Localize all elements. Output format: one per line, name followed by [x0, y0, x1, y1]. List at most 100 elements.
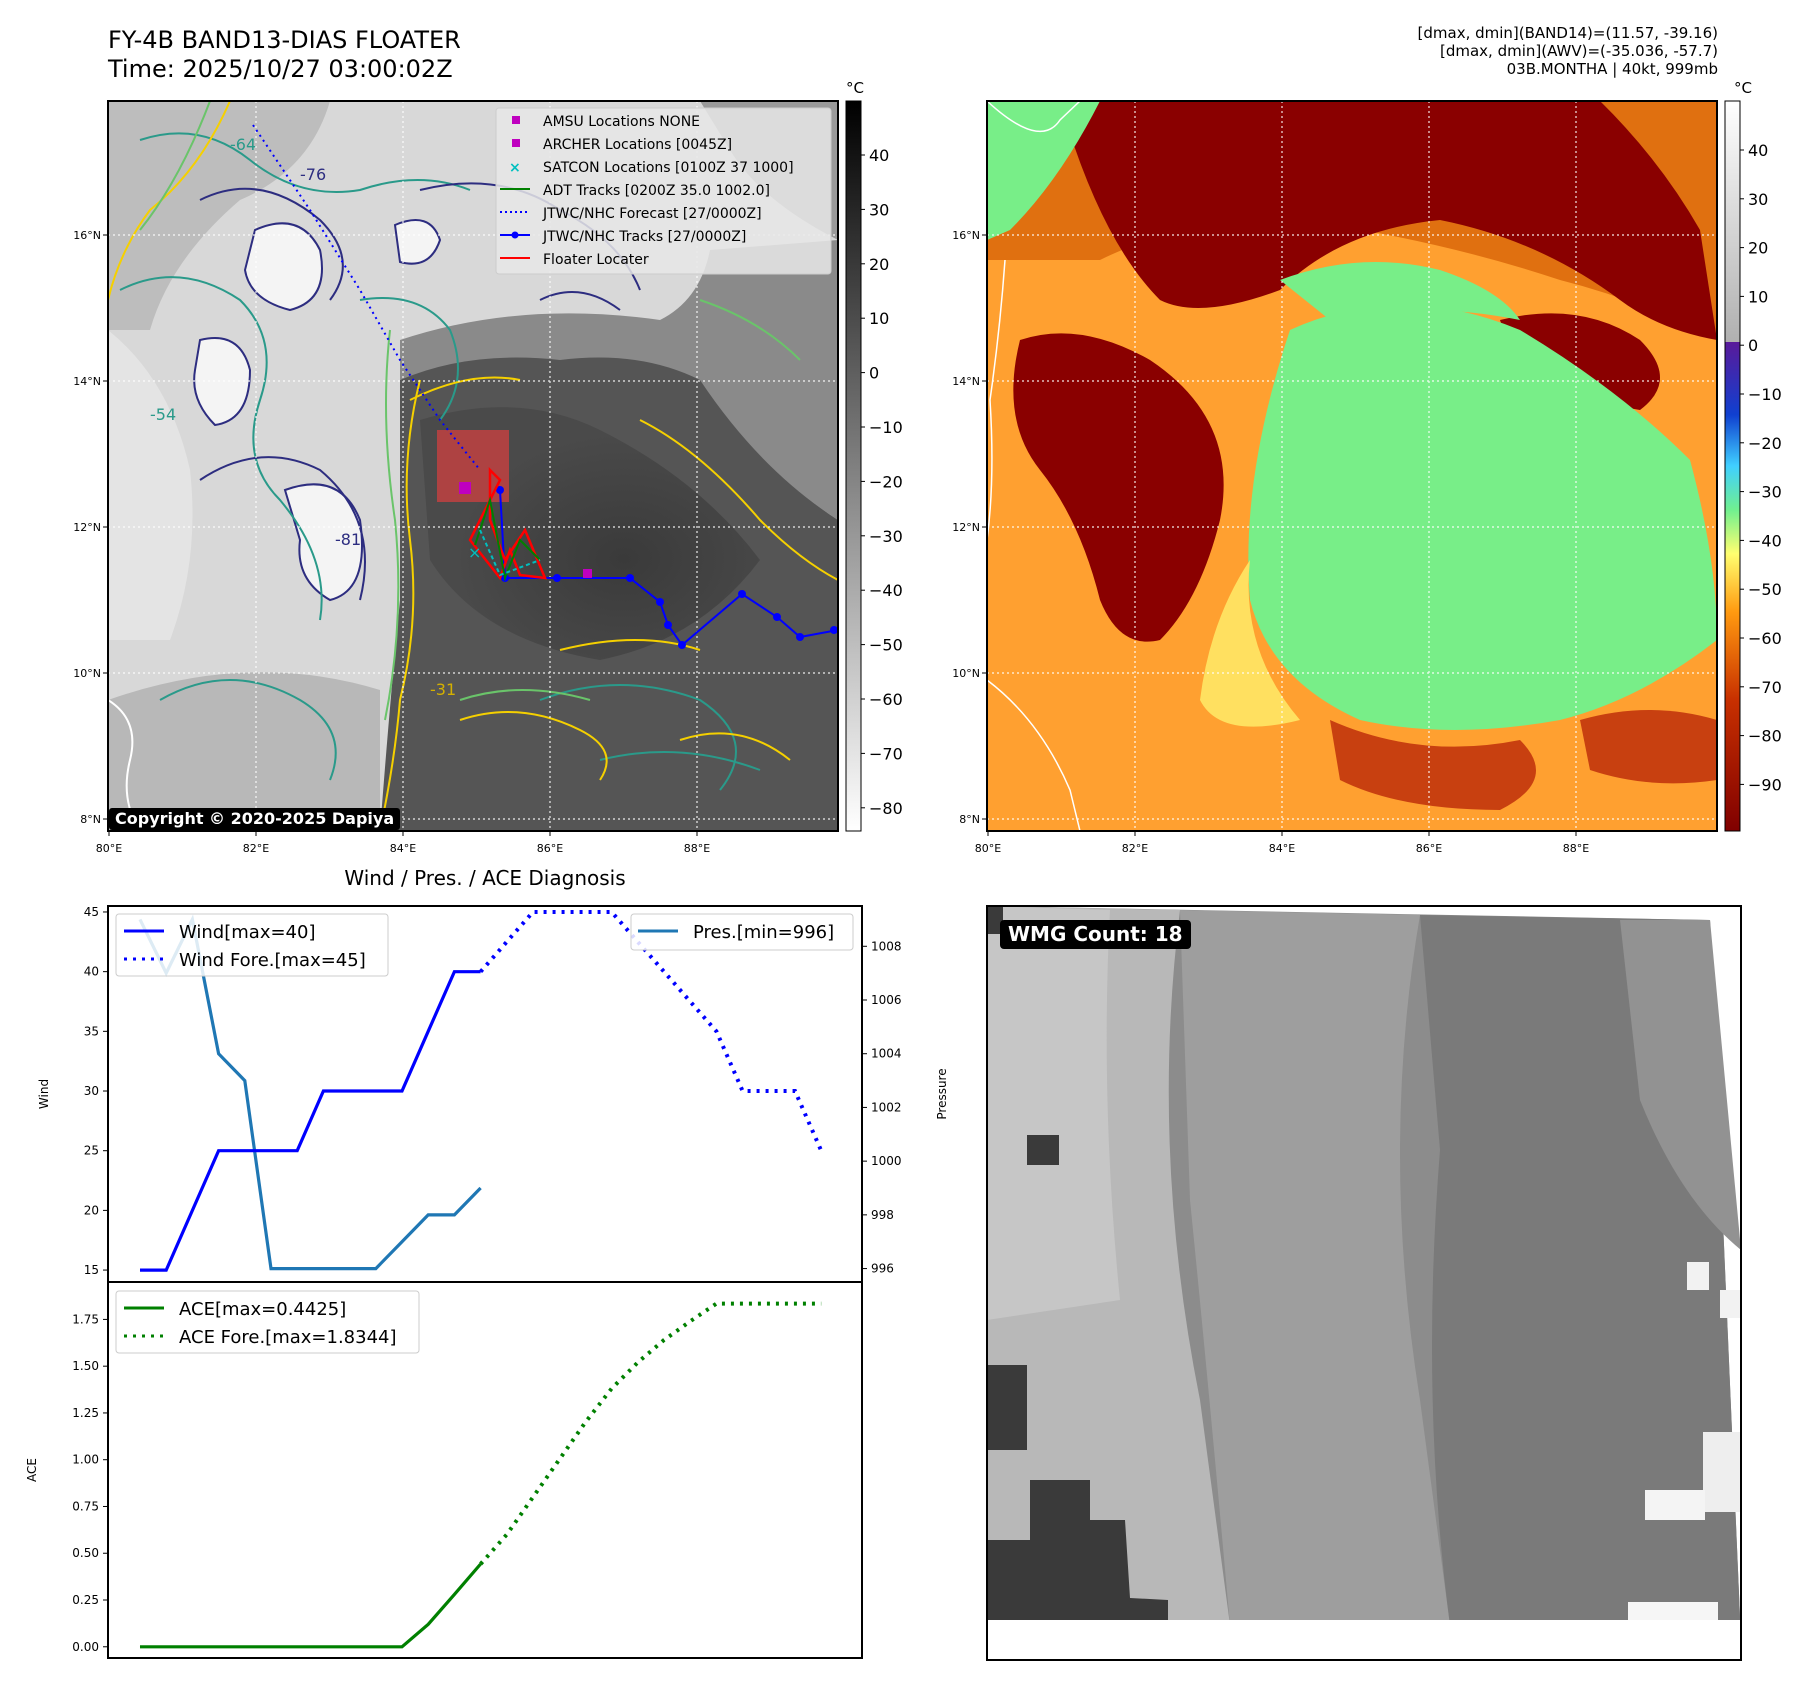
- wv-lon-label: 80°E: [975, 842, 1001, 855]
- ir-lon-label: 84°E: [390, 842, 416, 855]
- contour-label-e: -31: [430, 680, 456, 699]
- ir-lat-label: 14°N: [73, 375, 101, 388]
- pressure-y-label: 1006: [871, 993, 902, 1007]
- legend-adt: ADT Tracks [0200Z 35.0 1002.0]: [543, 183, 770, 199]
- ir-cbar-label: 0: [869, 364, 879, 383]
- wv-lat-label: 14°N: [952, 375, 980, 388]
- wv-lat-label: 10°N: [952, 667, 980, 680]
- pressure-y-label: 1002: [871, 1100, 902, 1114]
- wind-y-label: 45: [84, 905, 99, 919]
- storm-info: [dmax, dmin](BAND14)=(11.57, -39.16) [dma…: [1418, 24, 1718, 78]
- ace-y-ticks: 1.75 1.50 1.25 1.00 0.75 0.50 0.25 0.00: [72, 1312, 108, 1654]
- wv-cbar-label: −30: [1748, 483, 1782, 502]
- wv-cbar-label: −10: [1748, 385, 1782, 404]
- pressure-y-label: 1000: [871, 1154, 902, 1168]
- contour-label-b: -76: [300, 165, 326, 184]
- wind-y-label: 20: [84, 1203, 99, 1217]
- contour-label-c: -54: [150, 405, 176, 424]
- ace-y-label: 1.00: [72, 1453, 99, 1467]
- ir-lon-labels: 80°E 82°E 84°E 86°E 88°E: [96, 831, 710, 855]
- wmg-count-badge: WMG Count: 18: [1000, 920, 1191, 949]
- ir-cbar-label: −50: [869, 636, 903, 655]
- ir-cbar-label: 20: [869, 255, 889, 274]
- pressure-y-label: 1008: [871, 939, 902, 953]
- wv-cbar-label: 0: [1748, 336, 1758, 355]
- wv-cbar-label: 10: [1748, 287, 1768, 306]
- figure-title: FY-4B BAND13-DIAS FLOATER Time: 2025/10/2…: [108, 26, 461, 84]
- ace-forecast-line: [479, 1301, 822, 1566]
- wv-lon-labels: 80°E 82°E 84°E 86°E 88°E: [975, 831, 1589, 855]
- wv-cbar-label: −40: [1748, 531, 1782, 550]
- ir-cbar-label: −80: [869, 799, 903, 818]
- ir-cbar-label: −10: [869, 418, 903, 437]
- ir-cbar-label: 10: [869, 309, 889, 328]
- ir-lon-label: 80°E: [96, 842, 122, 855]
- ace-panel-frame: [107, 1281, 863, 1659]
- diagnosis-title: Wind / Pres. / ACE Diagnosis: [344, 866, 625, 890]
- legend-pressure: Pres.[min=996]: [693, 922, 834, 943]
- ir-lat-labels: 16°N 14°N 12°N 10°N 8°N: [73, 229, 108, 826]
- wind-y-ticks: 45 40 35 30 25 20 15: [84, 905, 108, 1277]
- wv-cbar-label: 40: [1748, 141, 1768, 160]
- wv-cbar-label: −70: [1748, 678, 1782, 697]
- pressure-y-label: 998: [871, 1208, 894, 1222]
- copyright-badge: Copyright © 2020-2025 Dapiya: [109, 808, 401, 830]
- pressure-y-label: 1004: [871, 1047, 902, 1061]
- ace-y-label: ACE: [25, 1458, 39, 1482]
- ir-lon-label: 88°E: [684, 842, 710, 855]
- ir-lon-label: 82°E: [243, 842, 269, 855]
- ir-map: -64 -76 -54 -81 -31: [108, 101, 838, 831]
- ir-colorbar-unit: °C: [846, 79, 864, 97]
- ir-cbar-label: 40: [869, 146, 889, 165]
- wind-line: [140, 970, 481, 1272]
- title-line-2: Time: 2025/10/27 03:00:02Z: [108, 55, 453, 83]
- wind-forecast-line: [479, 910, 824, 1152]
- ir-colorbar: [845, 100, 862, 832]
- wv-lat-label: 8°N: [959, 813, 980, 826]
- wind-y-label: 30: [84, 1084, 99, 1098]
- wv-cbar-label: −60: [1748, 629, 1782, 648]
- legend-archer: ARCHER Locations [0045Z]: [543, 137, 732, 153]
- microwave-panel: [987, 906, 1741, 1660]
- legend-floater: Floater Locater: [543, 252, 649, 268]
- ir-lat-label: 12°N: [73, 521, 101, 534]
- ir-cbar-label: −60: [869, 690, 903, 709]
- ir-cbar-label: −20: [869, 472, 903, 491]
- ace-y-label: 0.25: [72, 1593, 99, 1607]
- wv-cbar-label: 20: [1748, 239, 1768, 258]
- ir-lat-label: 8°N: [80, 813, 101, 826]
- info-line-2: [dmax, dmin](AWV)=(-35.036, -57.7): [1439, 42, 1718, 60]
- wv-cbar-label: −20: [1748, 434, 1782, 453]
- ir-cbar-label: 30: [869, 200, 889, 219]
- wv-lon-label: 84°E: [1269, 842, 1295, 855]
- ir-lon-label: 86°E: [537, 842, 563, 855]
- wind-y-label: Wind: [37, 1079, 51, 1109]
- ir-map-frame: [107, 100, 839, 832]
- legend-satcon: SATCON Locations [0100Z 37 1000]: [543, 160, 794, 176]
- wind-y-label: 25: [84, 1144, 99, 1158]
- ir-cbar-label: −40: [869, 581, 903, 600]
- wv-lon-label: 88°E: [1563, 842, 1589, 855]
- wv-map: [987, 101, 1717, 831]
- wind-y-label: 35: [84, 1024, 99, 1038]
- ace-line: [140, 1562, 482, 1649]
- floater-locater-path: [468, 466, 547, 581]
- ace-legend: ACE[max=0.4425] ACE Fore.[max=1.8344]: [115, 1290, 420, 1354]
- title-line-1: FY-4B BAND13-DIAS FLOATER: [108, 26, 461, 54]
- wv-map-frame: [986, 100, 1718, 832]
- legend-ace: ACE[max=0.4425]: [179, 1299, 346, 1320]
- legend-wind: Wind[max=40]: [179, 922, 316, 943]
- ir-cbar-label: −70: [869, 744, 903, 763]
- wv-lon-label: 82°E: [1122, 842, 1148, 855]
- wv-cbar-label: −90: [1748, 775, 1782, 794]
- pressure-y-ticks: 1008 1006 1004 1002 1000 998 996: [862, 939, 902, 1276]
- wv-lat-labels: 16°N 14°N 12°N 10°N 8°N: [952, 229, 987, 826]
- legend-tracks: JTWC/NHC Tracks [27/0000Z]: [542, 229, 746, 245]
- ace-y-label: 0.75: [72, 1499, 99, 1513]
- wv-colorbar-unit: °C: [1734, 79, 1752, 97]
- ace-y-label: 1.25: [72, 1406, 99, 1420]
- legend-amsu: AMSU Locations NONE: [543, 114, 700, 130]
- contour-label-a: -64: [230, 135, 256, 154]
- pressure-y-label: 996: [871, 1262, 894, 1276]
- contour-label-d: -81: [335, 530, 361, 549]
